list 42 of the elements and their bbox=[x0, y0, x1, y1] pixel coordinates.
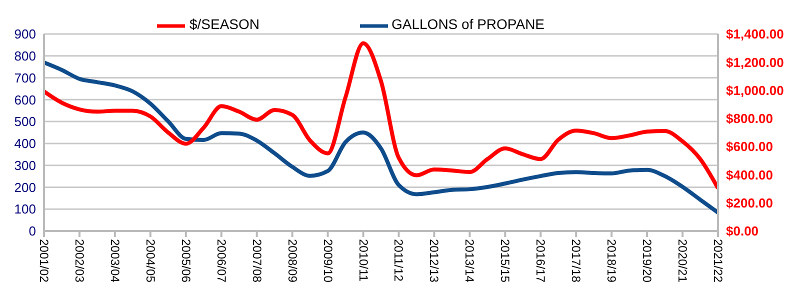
y-tick-label: 900 bbox=[14, 26, 36, 42]
x-tick-label: 2001/02 bbox=[37, 239, 51, 283]
x-tick-label: 2012/13 bbox=[427, 239, 442, 283]
x-tick-label: 2015/15 bbox=[498, 239, 512, 283]
y-tick-label: 0 bbox=[28, 224, 36, 239]
y2-tick-label: $0.00 bbox=[726, 224, 759, 239]
x-tick-label: 2003/04 bbox=[108, 239, 122, 283]
x-tick-label: 2017/18 bbox=[569, 239, 584, 283]
y-tick-label: 600 bbox=[14, 92, 36, 108]
line-series bbox=[44, 41, 718, 190]
y2-tick-label: $600.00 bbox=[726, 139, 773, 154]
x-tick-label: 2009/10 bbox=[320, 239, 335, 283]
y-tick-label: 700 bbox=[14, 70, 36, 86]
x-tick-label: 2018/19 bbox=[604, 239, 619, 283]
y-tick-label: 400 bbox=[14, 136, 36, 152]
y2-tick-label: $800.00 bbox=[726, 111, 773, 126]
x-tick-label: 2006/07 bbox=[214, 239, 228, 283]
x-tick-label: 2008/09 bbox=[285, 239, 300, 283]
y2-tick-label: $1,000.00 bbox=[726, 82, 784, 98]
y-tick-label: 500 bbox=[14, 114, 36, 130]
y2-tick-label: $1,400.00 bbox=[726, 26, 784, 42]
x-tick-label: 2010/11 bbox=[356, 239, 370, 282]
x-tick-label: 2021/22 bbox=[711, 239, 725, 283]
x-tick-label: 2020/21 bbox=[676, 239, 690, 283]
y-tick-label: 100 bbox=[14, 202, 36, 217]
x-tick-label: 2013/14 bbox=[462, 239, 477, 283]
y2-tick-label: $400.00 bbox=[726, 167, 773, 182]
y-tick-label: 300 bbox=[14, 158, 36, 173]
y-tick-label: 800 bbox=[14, 48, 36, 64]
x-tick-label: 2019/20 bbox=[640, 239, 654, 283]
legend-label: $/SEASON bbox=[189, 16, 260, 32]
y2-tick-label: $200.00 bbox=[726, 195, 773, 210]
legend-label: GALLONS of PROPANE bbox=[392, 16, 545, 32]
x-tick-label: 2007/08 bbox=[250, 239, 264, 283]
y2-tick-label: $1,200.00 bbox=[726, 54, 784, 70]
x-tick-label: 2004/05 bbox=[143, 239, 158, 283]
x-tick-label: 2011/12 bbox=[392, 239, 406, 282]
y-tick-label: 200 bbox=[14, 180, 36, 195]
x-tick-label: 2005/06 bbox=[178, 239, 193, 283]
x-tick-label: 2016/17 bbox=[534, 239, 548, 283]
x-tick-label: 2002/03 bbox=[72, 239, 86, 283]
line-series bbox=[44, 60, 718, 215]
